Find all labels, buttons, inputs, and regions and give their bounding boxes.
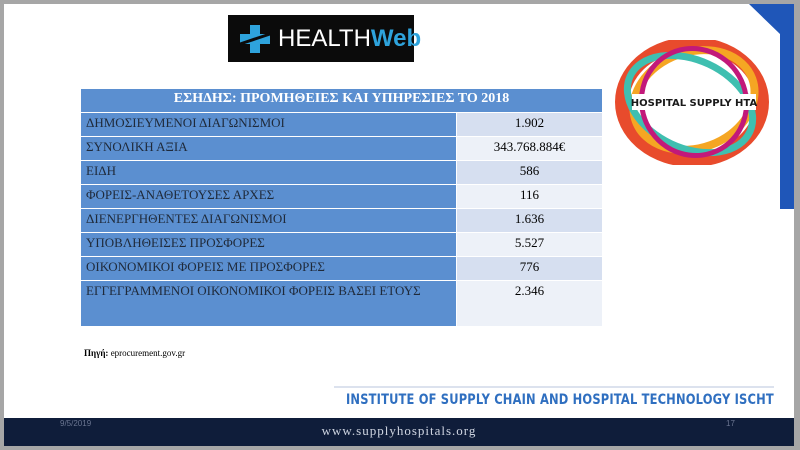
row-label: ΟΙΚΟΝΟΜΙΚΟΙ ΦΟΡΕΙΣ ΜΕ ΠΡΟΣΦΟΡΕΣ: [80, 256, 457, 281]
table-row: ΥΠΟΒΛΗΘΕΙΣΕΣ ΠΡΟΣΦΟΡΕΣ 5.527: [80, 232, 603, 257]
source-label: Πηγή:: [84, 348, 109, 358]
footer-bar: [4, 418, 794, 446]
row-value: 1.636: [456, 208, 603, 233]
slide: HEALTHWeb HOSPITAL SUPPLY HTA ΕΣΗΔΗΣ: ΠΡ…: [4, 4, 794, 446]
page-number: 17: [726, 419, 735, 428]
badge-text: HOSPITAL SUPPLY HTA: [631, 98, 758, 109]
row-label: ΦΟΡΕΙΣ-ΑΝΑΘΕΤΟΥΣΕΣ ΑΡΧΕΣ: [80, 184, 457, 209]
row-value: 5.527: [456, 232, 603, 257]
row-label: ΕΓΓΕΓΡΑΜΜΕΝΟΙ ΟΙΚΟΝΟΜΙΚΟΙ ΦΟΡΕΙΣ ΒΑΣΕΙ Ε…: [80, 280, 457, 327]
logo-cross: [239, 25, 271, 53]
source: Πηγή: eprocurement.gov.gr: [84, 348, 185, 358]
row-value: 586: [456, 160, 603, 185]
hta-badge: HOSPITAL SUPPLY HTA: [615, 40, 769, 165]
table-row: ΟΙΚΟΝΟΜΙΚΟΙ ΦΟΡΕΙΣ ΜΕ ΠΡΟΣΦΟΡΕΣ 776: [80, 256, 603, 281]
row-value: 1.902: [456, 112, 603, 137]
table-row: ΕΓΓΕΓΡΑΜΜΕΝΟΙ ΟΙΚΟΝΟΜΙΚΟΙ ΦΟΡΕΙΣ ΒΑΣΕΙ Ε…: [80, 280, 603, 327]
row-value: 2.346: [456, 280, 603, 327]
row-value: 343.768.884€: [456, 136, 603, 161]
logo-text-web: Web: [370, 25, 422, 52]
row-label: ΣΥΝΟΛΙΚΗ ΑΞΙΑ: [80, 136, 457, 161]
table-row: ΦΟΡΕΙΣ-ΑΝΑΘΕΤΟΥΣΕΣ ΑΡΧΕΣ 116: [80, 184, 603, 209]
row-label: ΕΙΔΗ: [80, 160, 457, 185]
logo-text: HEALTH: [278, 25, 371, 52]
row-value: 776: [456, 256, 603, 281]
table-row: ΔΙΕΝΕΡΓΗΘΕΝΤΕΣ ΔΙΑΓΩΝΙΣΜΟΙ 1.636: [80, 208, 603, 233]
table-row: ΕΙΔΗ 586: [80, 160, 603, 185]
table-row: ΔΗΜΟΣΙΕΥΜΕΝΟΙ ΔΙΑΓΩΝΙΣΜΟΙ 1.902: [80, 112, 603, 137]
row-label: ΔΗΜΟΣΙΕΥΜΕΝΟΙ ΔΙΑΓΩΝΙΣΜΟΙ: [80, 112, 457, 137]
footer-url: www.supplyhospitals.org: [321, 423, 477, 438]
table-row: ΣΥΝΟΛΙΚΗ ΑΞΙΑ 343.768.884€: [80, 136, 603, 161]
row-label: ΔΙΕΝΕΡΓΗΘΕΝΤΕΣ ΔΙΑΓΩΝΙΣΜΟΙ: [80, 208, 457, 233]
row-label: ΥΠΟΒΛΗΘΕΙΣΕΣ ΠΡΟΣΦΟΡΕΣ: [80, 232, 457, 257]
side-band: [334, 4, 794, 446]
healthweb-logo: HEALTHWeb: [228, 15, 421, 62]
table-title: ΕΣΗΔΗΣ: ΠΡΟΜΗΘΕΙΕΣ ΚΑΙ ΥΠΗΡΕΣΙΕΣ ΤΟ 2018: [80, 88, 603, 113]
source-value: eprocurement.gov.gr: [110, 348, 186, 358]
footer-date: 9/5/2019: [60, 419, 92, 428]
data-table: ΕΣΗΔΗΣ: ΠΡΟΜΗΘΕΙΕΣ ΚΑΙ ΥΠΗΡΕΣΙΕΣ ΤΟ 2018…: [80, 88, 603, 327]
row-value: 116: [456, 184, 603, 209]
institute-name: INSTITUTE OF SUPPLY CHAIN AND HOSPITAL T…: [346, 392, 774, 408]
